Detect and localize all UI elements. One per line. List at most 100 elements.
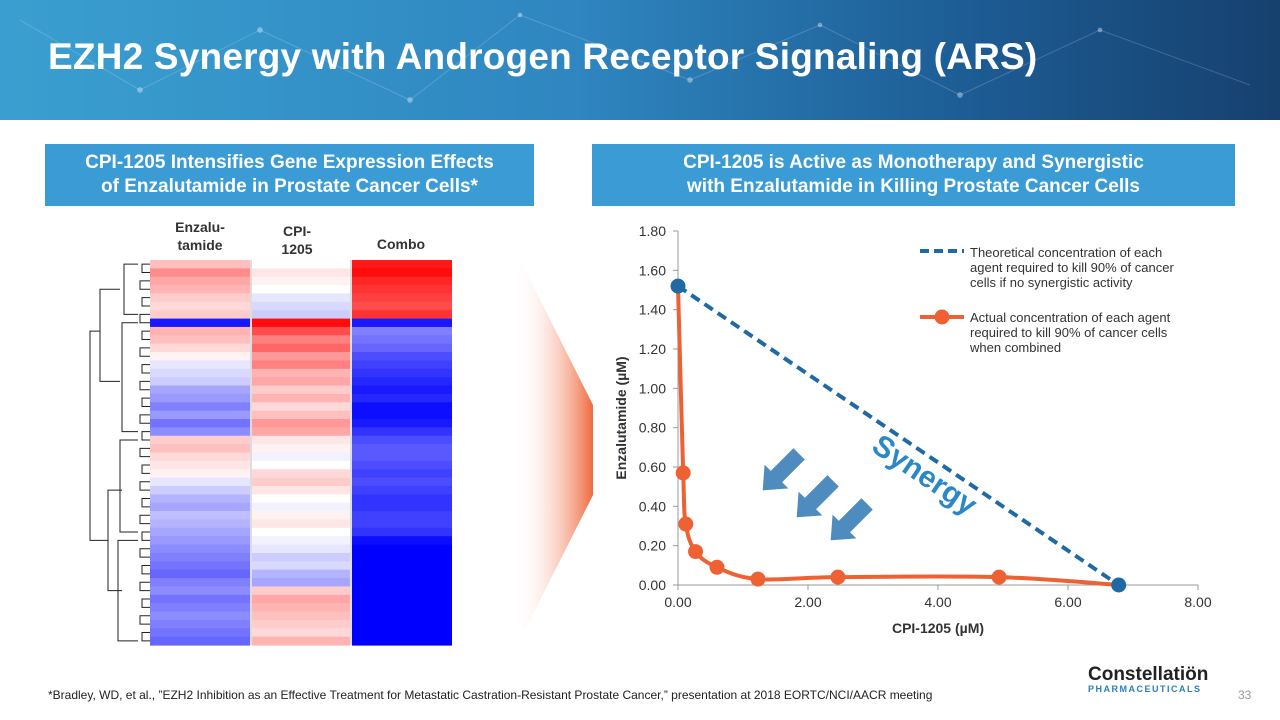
data-point	[670, 278, 686, 294]
heatmap-cell	[252, 519, 350, 529]
heatmap-cell	[252, 511, 350, 521]
heatmap-cell	[150, 569, 250, 579]
heatmap-cell	[352, 410, 452, 420]
heatmap-cell	[150, 636, 250, 646]
y-tick-label: 1.40	[639, 302, 666, 318]
heatmap-cell	[150, 410, 250, 420]
heatmap-cell	[150, 360, 250, 370]
heatmap-cell	[352, 385, 452, 395]
heatmap-cell	[150, 469, 250, 479]
page-number: 33	[1238, 688, 1252, 702]
network-background-graphic	[19, 12, 1251, 103]
y-tick-label: 0.40	[639, 498, 666, 514]
left-heading-line2: of Enzalutamide in Prostate Cancer Cells…	[101, 176, 478, 197]
data-point	[709, 559, 725, 575]
heatmap-cell	[150, 318, 250, 328]
heatmap-cell	[352, 469, 452, 479]
heatmap-cell	[252, 586, 350, 596]
heatmap-cell	[252, 636, 350, 646]
right-panel-heading: CPI-1205 is Active as Monotherapy and Sy…	[592, 144, 1235, 206]
heatmap-cell	[252, 494, 350, 504]
heatmap-cell	[352, 352, 452, 362]
heatmap-cell	[150, 552, 250, 562]
heatmap-cell	[150, 578, 250, 588]
heatmap-cell	[352, 310, 452, 320]
footnote: *Bradley, WD, et al., ”EZH2 Inhibition a…	[48, 688, 933, 702]
heatmap-cell	[150, 352, 250, 362]
x-tick-label: 8.00	[1184, 594, 1211, 610]
heatmap-cell	[150, 268, 250, 278]
y-tick-label: 0.80	[639, 420, 666, 436]
heatmap-col-label-enzalutamide: Enzalu- tamide	[175, 219, 225, 253]
heatmap-cell	[252, 569, 350, 579]
heatmap-cell	[150, 343, 250, 353]
heatmap-cell	[150, 561, 250, 571]
heatmap-cell	[352, 594, 452, 604]
arrow-graphic	[515, 250, 593, 650]
data-point	[688, 544, 704, 560]
heatmap-cell	[252, 561, 350, 571]
heatmap-cell	[150, 544, 250, 554]
heatmap-cell	[150, 276, 250, 286]
heatmap-cell	[352, 619, 452, 629]
heatmap-cell	[252, 594, 350, 604]
heatmap-cell	[150, 519, 250, 529]
heatmap-cell	[150, 485, 250, 495]
heatmap-cell	[352, 444, 452, 454]
heatmap-cell	[352, 527, 452, 537]
heatmap-cell	[352, 360, 452, 370]
legend-label-theoretical: agent required to kill 90% of cancer	[970, 260, 1174, 275]
heatmap-cell	[352, 435, 452, 445]
heatmap-cell	[150, 377, 250, 387]
heatmap-cell	[352, 460, 452, 470]
synergy-annotation: Synergy	[866, 428, 983, 522]
y-tick-label: 0.60	[639, 459, 666, 475]
heatmap-cell	[150, 419, 250, 428]
heatmap-cell	[150, 285, 250, 295]
heatmap-cell	[352, 285, 452, 295]
slide-title: EZH2 Synergy with Androgen Receptor Sign…	[48, 36, 1038, 77]
heatmap-col-label-cpi1205: CPI- 1205	[281, 223, 313, 257]
heatmap-cell	[352, 427, 452, 437]
heatmap-cell	[150, 301, 250, 311]
heatmap-cell	[352, 502, 452, 512]
x-tick-label: 2.00	[794, 594, 821, 610]
heatmap-cell	[252, 293, 350, 303]
data-point	[1111, 577, 1127, 593]
logo-subtitle: PHARMACEUTICALS	[1088, 684, 1202, 694]
heatmap-cell	[252, 544, 350, 554]
arrow-shape	[515, 250, 593, 650]
data-point	[750, 571, 766, 587]
heatmap-cell	[252, 485, 350, 495]
heatmap-cell	[150, 385, 250, 395]
heatmap-cell	[252, 578, 350, 588]
heatmap-cell	[252, 301, 350, 311]
heatmap-cell	[252, 318, 350, 328]
y-tick-label: 0.20	[639, 538, 666, 554]
heatmap-cell	[252, 527, 350, 537]
x-axis-label: CPI-1205 (µM)	[892, 620, 984, 636]
heatmap-cell	[252, 368, 350, 378]
x-tick-label: 4.00	[924, 594, 951, 610]
heatmap-cell	[352, 293, 452, 303]
heatmap-cell	[150, 402, 250, 412]
legend-label-actual: Actual concentration of each agent	[970, 310, 1171, 325]
heatmap-cell	[150, 293, 250, 303]
synergy-arrow-icon	[760, 445, 808, 493]
heatmap-cell	[150, 511, 250, 521]
heatmap-cell	[252, 385, 350, 395]
heatmap-cell	[252, 285, 350, 295]
heatmap-cell	[352, 636, 452, 646]
heatmap-cell	[150, 536, 250, 546]
legend-label-theoretical: Theoretical concentration of each	[970, 245, 1162, 260]
legend-label-actual: when combined	[969, 340, 1061, 355]
heatmap-cell	[150, 310, 250, 320]
heatmap-cell	[352, 561, 452, 571]
heatmap-cell	[150, 586, 250, 596]
heatmap-cell	[252, 419, 350, 428]
heatmap-cell	[352, 603, 452, 613]
heatmap-cell	[150, 393, 250, 403]
y-axis-label: Enzalutamide (µM)	[613, 356, 629, 479]
heatmap-cell	[352, 452, 452, 462]
heatmap-cell	[252, 552, 350, 562]
